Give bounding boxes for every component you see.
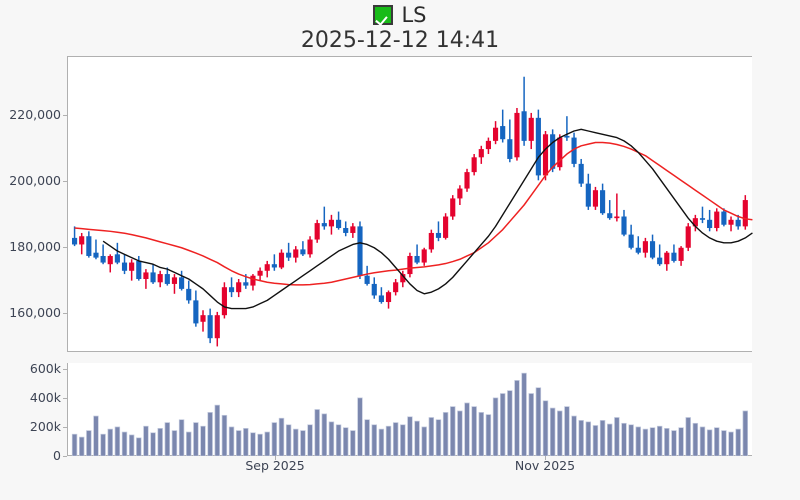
- ticker-label: LS: [401, 3, 427, 27]
- y-axis-tick-price: 220,000: [9, 107, 61, 123]
- x-axis-tick: Sep 2025: [245, 458, 305, 473]
- y-axis-tick-mark: [63, 397, 67, 400]
- price-candles-svg: [72, 76, 753, 347]
- x-axis-tick: Nov 2025: [514, 458, 576, 473]
- y-axis-tick-mark: [63, 368, 67, 370]
- y-axis-tick-volume: 400k: [29, 389, 61, 405]
- y-axis-tick-volume: 0: [53, 448, 61, 463]
- volume-bars-svg: [71, 372, 749, 456]
- y-axis-tick-volume: 200k: [29, 418, 61, 434]
- y-axis-tick-mark: [63, 312, 67, 314]
- price-chart-panel[interactable]: [67, 56, 753, 352]
- y-axis-tick-price: 160,000: [9, 304, 61, 320]
- y-axis-tick-mark: [63, 426, 67, 429]
- y-axis-tick-price: 200,000: [9, 173, 61, 188]
- chart-subtitle-datetime: 2025-12-12 14:41: [300, 28, 500, 53]
- y-axis-tick-volume: 600k: [29, 360, 61, 376]
- y-axis-tick-mark: [63, 456, 67, 458]
- x-axis-tick-mark: [545, 456, 547, 460]
- y-axis-tick-price: 180,000: [9, 238, 61, 254]
- y-axis-tick-mark: [63, 181, 67, 183]
- y-axis-tick-mark: [63, 246, 67, 248]
- volume-chart-panel[interactable]: [67, 363, 752, 456]
- checkbox-checked-icon[interactable]: [373, 5, 394, 25]
- y-axis-tick-mark: [63, 115, 67, 117]
- x-axis-tick-mark: [275, 456, 277, 460]
- chart-title-row: LS: [0, 2, 800, 28]
